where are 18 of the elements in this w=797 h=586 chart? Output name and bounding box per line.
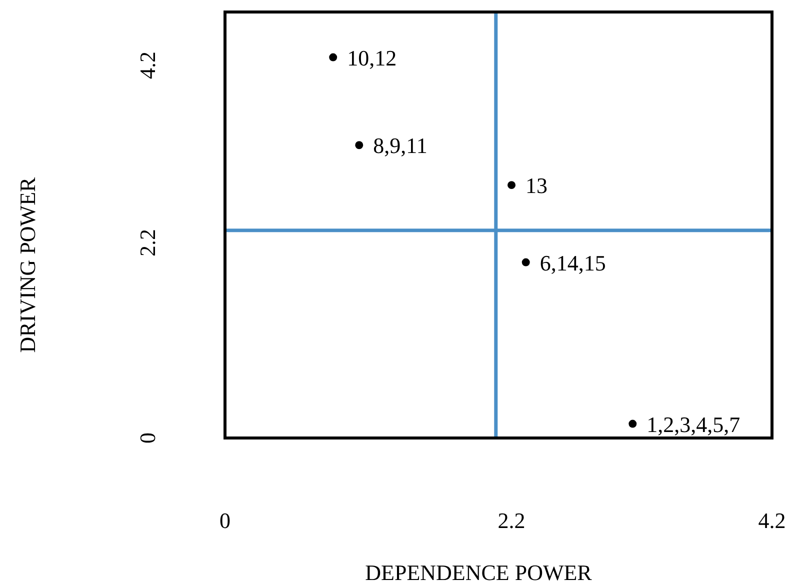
x-tick-label: 4.2 (758, 508, 786, 533)
point (508, 181, 516, 190)
point (329, 53, 338, 62)
x-tick-label: 2.2 (498, 508, 526, 533)
annotation: 8,9,11 (373, 133, 428, 158)
y-tick-label: 2.2 (135, 229, 160, 256)
point (628, 420, 637, 428)
annotation: 6,14,15 (540, 250, 606, 276)
x-tick-label: 0 (220, 508, 230, 533)
annotation: 1,2,3,4,5,7 (646, 412, 740, 437)
annotation: 13 (526, 173, 548, 198)
annotation: 10,12 (347, 45, 397, 70)
y-tick-label: 4.2 (135, 52, 160, 79)
y-axis-title: DRIVING POWER (15, 176, 40, 353)
x-axis-title: DEPENDENCE POWER (365, 560, 592, 585)
point (522, 258, 530, 266)
y-tick-label: 0 (135, 432, 160, 444)
point (355, 141, 364, 150)
